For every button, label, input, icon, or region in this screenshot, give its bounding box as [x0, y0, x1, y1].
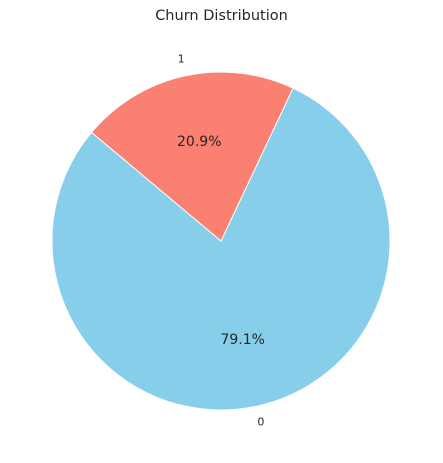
pie-slices	[51, 71, 391, 411]
pie-slice-0	[51, 87, 391, 411]
pie-slice-1	[90, 71, 294, 242]
slice-percent-label: 20.9%	[177, 134, 221, 150]
slice-percent-label: 79.1%	[220, 332, 264, 348]
slice-category-label: 1	[178, 52, 185, 65]
pie-labels: 0 79.1% 1 20.9%	[177, 52, 265, 428]
chart-title: Churn Distribution	[155, 8, 288, 24]
slice-category-label: 0	[257, 416, 264, 429]
